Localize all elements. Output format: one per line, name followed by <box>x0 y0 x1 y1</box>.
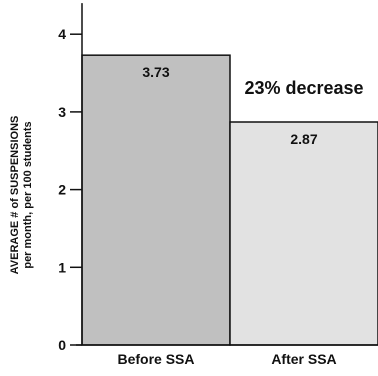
y-axis-label-line1: AVERAGE # of SUSPENSIONS <box>9 116 21 275</box>
category-label-1: After SSA <box>271 351 336 367</box>
y-ticks: 0 1 2 3 4 <box>58 26 82 353</box>
bar-1 <box>230 122 378 345</box>
data-label-0: 3.73 <box>142 64 169 80</box>
y-axis-label: AVERAGE # of SUSPENSIONS per month, per … <box>9 116 34 275</box>
data-label-1: 2.87 <box>290 131 317 147</box>
y-axis-label-line2: per month, per 100 students <box>22 121 34 268</box>
y-tick-label-2: 2 <box>58 182 66 198</box>
y-tick-label-1: 1 <box>58 259 66 275</box>
y-tick-label-4: 4 <box>58 26 66 42</box>
y-tick-label-0: 0 <box>58 337 66 353</box>
y-tick-label-3: 3 <box>58 104 66 120</box>
bar-0 <box>82 55 230 345</box>
category-label-0: Before SSA <box>117 351 194 367</box>
annotation-decrease: 23% decrease <box>244 78 363 98</box>
bars <box>82 55 378 345</box>
category-labels: Before SSA After SSA <box>117 351 336 367</box>
